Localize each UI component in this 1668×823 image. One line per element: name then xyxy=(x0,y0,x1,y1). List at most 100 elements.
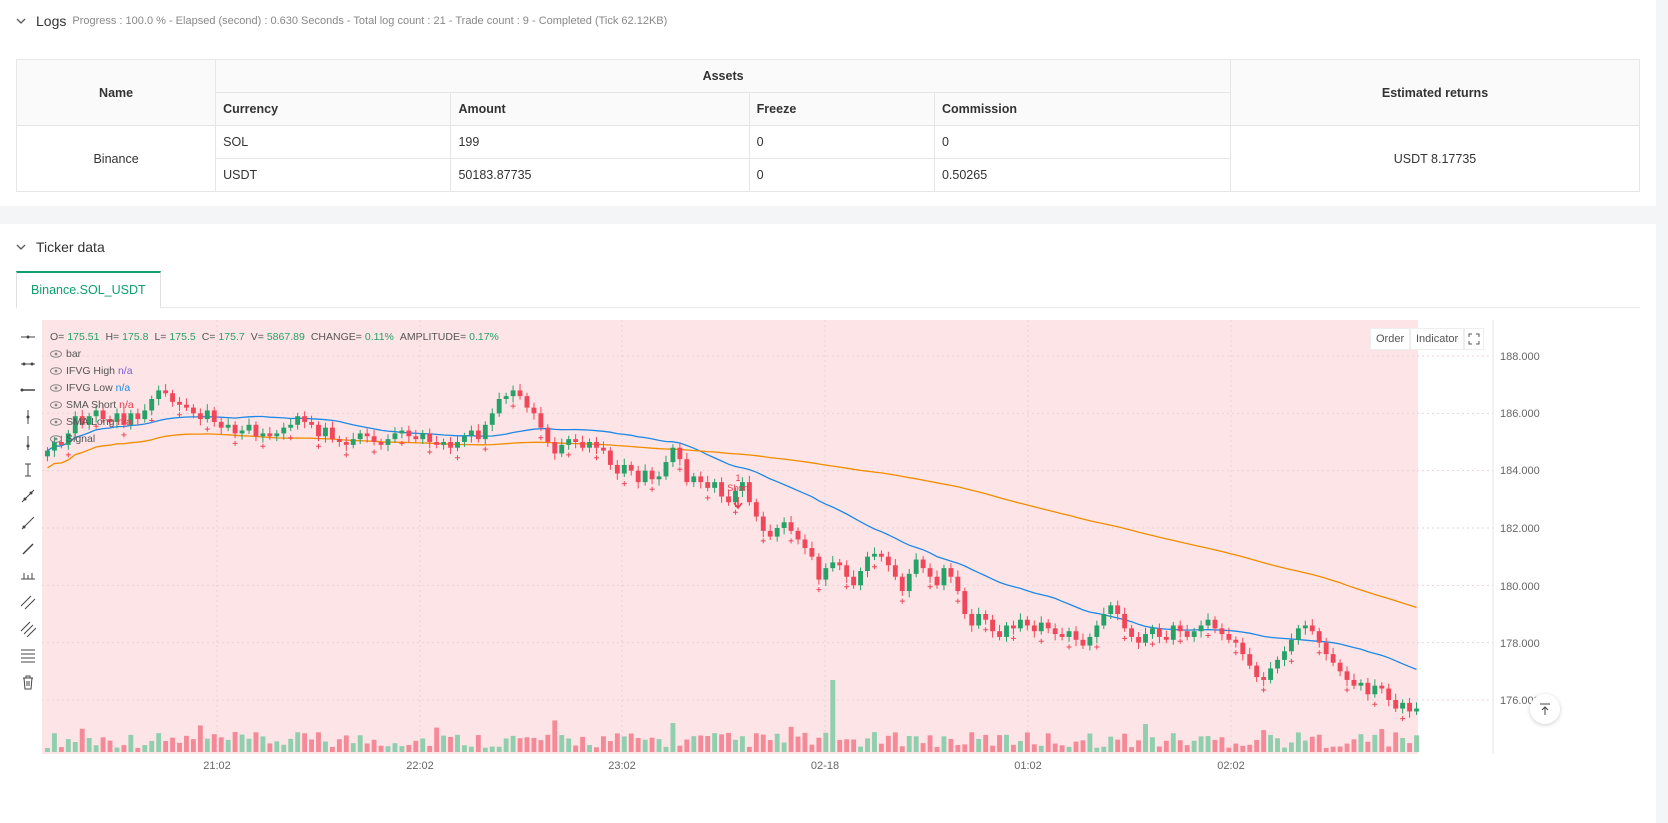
open-label: O= xyxy=(50,330,65,343)
candle-body xyxy=(232,424,238,434)
legend-item-ifvg-high[interactable]: IFVG High n/a xyxy=(50,362,505,379)
sma-long-line xyxy=(47,433,1417,609)
horizontal-segment-tool[interactable] xyxy=(16,377,40,404)
legend-item-signal[interactable]: Signal xyxy=(50,430,505,447)
candle-body xyxy=(1240,642,1246,655)
logs-header[interactable]: Logs Progress : 100.0 % - Elapsed (secon… xyxy=(16,13,667,29)
ifvg-marker xyxy=(371,449,377,455)
volume-bar xyxy=(1004,734,1009,752)
candle-body xyxy=(427,433,433,442)
horizontal-ray-tool[interactable] xyxy=(16,351,40,378)
horizontal-line-icon xyxy=(21,335,35,339)
volume-bar xyxy=(767,740,773,752)
vertical-segment-tool[interactable] xyxy=(16,457,40,484)
volume-bar xyxy=(1358,734,1364,752)
candle-body xyxy=(1024,619,1030,626)
legend-item-sma-short[interactable]: SMA Short n/a xyxy=(50,396,505,413)
ticker-header[interactable]: Ticker data xyxy=(16,239,105,255)
order-button[interactable]: Order xyxy=(1370,328,1411,350)
candle-body xyxy=(1004,625,1009,637)
price-channel-tool[interactable] xyxy=(16,616,40,643)
volume-bar xyxy=(1017,740,1023,752)
candle-body xyxy=(371,436,377,442)
legend-item-bar[interactable]: bar xyxy=(50,345,505,362)
indicator-button[interactable]: Indicator xyxy=(1410,328,1465,350)
legend-item-sma-long[interactable]: SMA Long n/a xyxy=(50,413,505,430)
vertical-line-tool[interactable] xyxy=(16,404,40,431)
chevron-down-icon[interactable] xyxy=(16,242,26,252)
volume-bar xyxy=(913,736,919,752)
eye-icon[interactable] xyxy=(50,366,62,375)
vertical-segment-icon xyxy=(25,463,31,477)
candle-body xyxy=(997,631,1002,637)
amount-cell: 199 xyxy=(450,125,750,159)
eye-icon[interactable] xyxy=(50,417,62,426)
arrow-down-icon xyxy=(733,497,743,510)
trend-line-tool[interactable] xyxy=(16,483,40,510)
price-line-tool[interactable] xyxy=(16,563,40,590)
volume-bar xyxy=(441,735,447,752)
volume-bar xyxy=(267,743,273,752)
candle-body xyxy=(552,442,558,454)
volume-bar xyxy=(385,746,391,752)
ifvg-marker xyxy=(1038,638,1044,644)
candle-body xyxy=(1045,622,1051,629)
volume-bar xyxy=(1101,746,1107,752)
ifvg-marker xyxy=(121,432,127,438)
price-chart[interactable]: 188.000 186.000 184.000 182.000 180.000 … xyxy=(0,224,1656,823)
candle-body xyxy=(809,548,815,557)
candle-body xyxy=(1261,677,1267,680)
volume-bar xyxy=(969,732,975,752)
candle-body xyxy=(948,568,954,577)
eye-icon[interactable] xyxy=(50,434,62,443)
vertical-ray-tool[interactable] xyxy=(16,430,40,457)
assets-header: Assets xyxy=(215,59,1232,93)
amount-cell: 50183.87735 xyxy=(450,158,750,192)
volume-bar xyxy=(1254,739,1260,752)
volume-bar xyxy=(878,743,884,752)
candle-body xyxy=(197,413,203,420)
candle-body xyxy=(239,430,245,434)
horizontal-line-tool[interactable] xyxy=(16,324,40,351)
volume-bar xyxy=(1393,732,1399,752)
volume-bar xyxy=(1365,741,1371,752)
volume-bar xyxy=(239,734,245,752)
volume-bar xyxy=(142,745,148,752)
legend-value: n/a xyxy=(115,381,131,394)
eye-icon[interactable] xyxy=(50,400,62,409)
volume-bar xyxy=(302,733,308,752)
ifvg-marker xyxy=(1233,650,1239,656)
volume-bar xyxy=(1136,740,1141,752)
legend-value: n/a xyxy=(119,398,134,411)
candle-body xyxy=(1052,628,1058,635)
ifvg-markers xyxy=(65,403,1406,722)
candle-body xyxy=(816,556,822,580)
candle-body xyxy=(698,476,704,483)
logs-title: Logs xyxy=(36,13,67,29)
segment-tool[interactable] xyxy=(16,536,40,563)
volume-bar xyxy=(399,746,405,752)
scroll-to-top-button[interactable] xyxy=(1530,694,1560,724)
eye-icon[interactable] xyxy=(50,383,62,392)
parallel-channel-tool[interactable] xyxy=(16,589,40,616)
tab-binance-sol-usdt[interactable]: Binance.SOL_USDT xyxy=(16,271,161,309)
candle-body xyxy=(663,462,669,477)
volume-bar xyxy=(642,739,648,752)
chart-grid xyxy=(42,320,1493,754)
ifvg-marker xyxy=(955,598,961,604)
volume-bar xyxy=(983,734,989,752)
volume-bar xyxy=(739,736,745,752)
candle-body xyxy=(802,539,808,549)
eye-icon[interactable] xyxy=(50,349,62,358)
candle-body xyxy=(72,416,78,434)
candle-body xyxy=(1150,628,1155,635)
ifvg-marker xyxy=(1344,687,1350,693)
delete-tool[interactable] xyxy=(16,669,40,696)
volume-bar xyxy=(65,739,71,752)
fullscreen-button[interactable] xyxy=(1464,328,1484,350)
legend-item-ifvg-low[interactable]: IFVG Low n/a xyxy=(50,379,505,396)
fibonacci-tool[interactable] xyxy=(16,642,40,669)
chevron-down-icon[interactable] xyxy=(16,16,26,26)
volume-bar xyxy=(753,733,759,752)
ray-line-tool[interactable] xyxy=(16,510,40,537)
